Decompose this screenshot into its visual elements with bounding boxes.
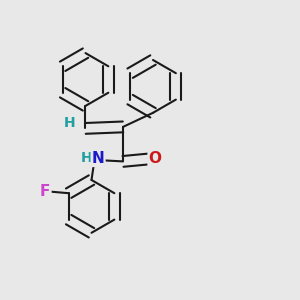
Text: N: N [92, 151, 104, 166]
Text: F: F [40, 184, 50, 199]
Text: H: H [64, 116, 76, 130]
Text: H: H [80, 152, 92, 165]
Text: O: O [148, 152, 162, 166]
